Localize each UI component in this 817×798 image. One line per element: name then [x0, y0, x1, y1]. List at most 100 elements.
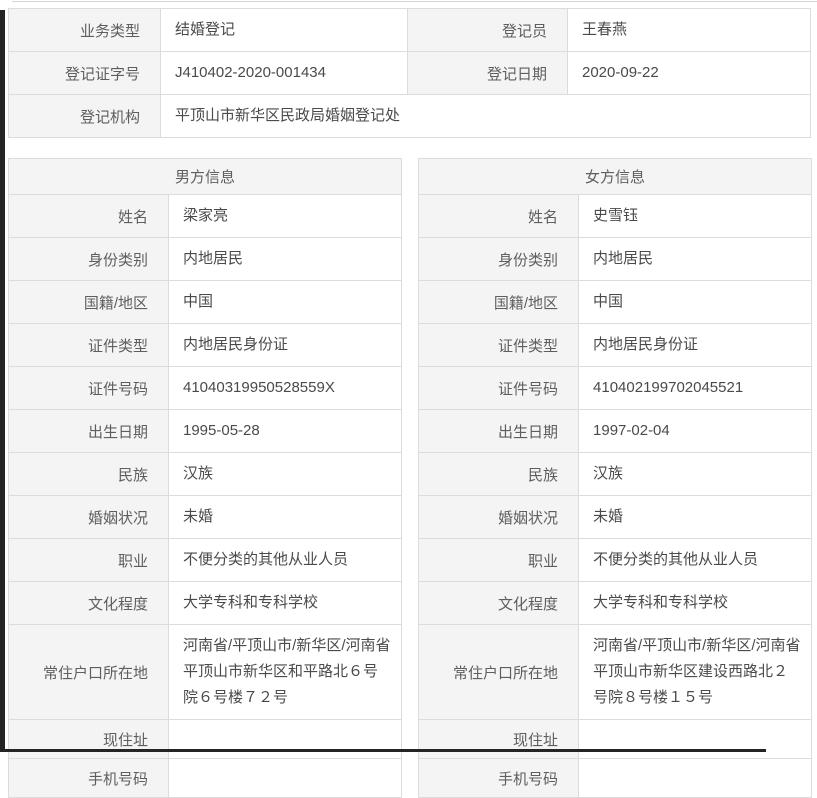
- field-value: 1995-05-28: [167, 409, 403, 453]
- male-row-id-type: 证件类型 内地居民身份证: [8, 323, 403, 367]
- registration-date-value: 2020-09-22: [567, 51, 811, 95]
- field-value: 汉族: [578, 452, 813, 496]
- summary-row-certificate: 登记证字号 J410402-2020-001434 登记日期 2020-09-2…: [8, 51, 811, 95]
- registration-summary-table: 业务类型 结婚登记 登记员 王春燕 登记证字号 J410402-2020-001…: [8, 8, 811, 138]
- field-value: 未婚: [578, 495, 813, 539]
- field-label: 常住户口所在地: [8, 624, 169, 720]
- field-label: 民族: [418, 452, 580, 496]
- male-row-birth-date: 出生日期 1995-05-28: [8, 409, 403, 453]
- female-row-id-number: 证件号码 410402199702045521: [418, 366, 813, 410]
- field-label: 出生日期: [418, 409, 580, 453]
- female-row-marital-status: 婚姻状况 未婚: [418, 495, 813, 539]
- field-label: 证件号码: [418, 366, 580, 410]
- field-label: 证件类型: [418, 323, 580, 367]
- business-type-value: 结婚登记: [160, 8, 408, 52]
- female-row-mobile-number: 手机号码: [418, 758, 813, 798]
- field-value: 河南省/平顶山市/新华区/河南省平顶山市新华区和平路北６号院６号楼７２号: [167, 624, 403, 720]
- field-value: 内地居民身份证: [578, 323, 813, 367]
- female-row-identity-type: 身份类别 内地居民: [418, 237, 813, 281]
- female-row-occupation: 职业 不便分类的其他从业人员: [418, 538, 813, 582]
- field-label: 姓名: [8, 194, 169, 238]
- field-value: 内地居民身份证: [167, 323, 403, 367]
- field-label: 身份类别: [8, 237, 169, 281]
- field-label: 证件类型: [8, 323, 169, 367]
- window-edge-top: [12, 1, 817, 2]
- male-row-nationality: 国籍/地区 中国: [8, 280, 403, 324]
- female-info-title: 女方信息: [418, 158, 813, 195]
- field-value: 未婚: [167, 495, 403, 539]
- field-value: 中国: [578, 280, 813, 324]
- male-row-ethnicity: 民族 汉族: [8, 452, 403, 496]
- female-info-table: 女方信息 姓名 史雪钰 身份类别 内地居民 国籍/地区 中国 证件类型 内地居民…: [418, 158, 813, 798]
- registrar-label: 登记员: [407, 8, 568, 52]
- field-value: 不便分类的其他从业人员: [578, 538, 813, 582]
- male-row-current-address: 现住址: [8, 719, 403, 759]
- field-value: 不便分类的其他从业人员: [167, 538, 403, 582]
- registration-agency-value: 平顶山市新华区民政局婚姻登记处: [160, 94, 811, 138]
- business-type-label: 业务类型: [8, 8, 161, 52]
- field-value: [578, 758, 813, 798]
- female-row-id-type: 证件类型 内地居民身份证: [418, 323, 813, 367]
- registrar-value: 王春燕: [567, 8, 811, 52]
- field-label: 现住址: [8, 719, 169, 759]
- field-value: 410402199702045521: [578, 366, 813, 410]
- field-label: 国籍/地区: [418, 280, 580, 324]
- registration-date-label: 登记日期: [407, 51, 568, 95]
- person-info-panels: 男方信息 姓名 梁家亮 身份类别 内地居民 国籍/地区 中国 证件类型 内地居民…: [7, 158, 813, 798]
- certificate-number-value: J410402-2020-001434: [160, 51, 408, 95]
- field-value: [167, 758, 403, 798]
- female-row-name: 姓名 史雪钰: [418, 194, 813, 238]
- field-value: 内地居民: [167, 237, 403, 281]
- field-value: 汉族: [167, 452, 403, 496]
- field-label: 身份类别: [418, 237, 580, 281]
- field-value: 梁家亮: [167, 194, 403, 238]
- female-row-ethnicity: 民族 汉族: [418, 452, 813, 496]
- field-label: 姓名: [418, 194, 580, 238]
- field-value: 内地居民: [578, 237, 813, 281]
- field-value: 大学专科和专科学校: [578, 581, 813, 625]
- field-value: 1997-02-04: [578, 409, 813, 453]
- window-edge-bottom: [0, 749, 766, 752]
- female-row-nationality: 国籍/地区 中国: [418, 280, 813, 324]
- field-value: 大学专科和专科学校: [167, 581, 403, 625]
- male-info-table: 男方信息 姓名 梁家亮 身份类别 内地居民 国籍/地区 中国 证件类型 内地居民…: [7, 158, 403, 798]
- male-row-household-address: 常住户口所在地 河南省/平顶山市/新华区/河南省平顶山市新华区和平路北６号院６号…: [8, 624, 403, 720]
- field-label: 手机号码: [418, 758, 580, 798]
- male-row-id-number: 证件号码 41040319950528559X: [8, 366, 403, 410]
- male-row-education: 文化程度 大学专科和专科学校: [8, 581, 403, 625]
- male-row-marital-status: 婚姻状况 未婚: [8, 495, 403, 539]
- female-row-education: 文化程度 大学专科和专科学校: [418, 581, 813, 625]
- male-row-name: 姓名 梁家亮: [8, 194, 403, 238]
- field-label: 现住址: [418, 719, 580, 759]
- female-row-household-address: 常住户口所在地 河南省/平顶山市/新华区/河南省平顶山市新华区建设西路北２号院８…: [418, 624, 813, 720]
- field-label: 出生日期: [8, 409, 169, 453]
- field-label: 国籍/地区: [8, 280, 169, 324]
- field-label: 职业: [8, 538, 169, 582]
- field-label: 证件号码: [8, 366, 169, 410]
- field-value: [578, 719, 813, 759]
- male-row-occupation: 职业 不便分类的其他从业人员: [8, 538, 403, 582]
- field-label: 婚姻状况: [418, 495, 580, 539]
- summary-row-business: 业务类型 结婚登记 登记员 王春燕: [8, 8, 811, 52]
- field-label: 文化程度: [418, 581, 580, 625]
- field-label: 民族: [8, 452, 169, 496]
- field-label: 文化程度: [8, 581, 169, 625]
- field-label: 职业: [418, 538, 580, 582]
- field-value: 河南省/平顶山市/新华区/河南省平顶山市新华区建设西路北２号院８号楼１５号: [578, 624, 813, 720]
- field-value: 史雪钰: [578, 194, 813, 238]
- field-label: 手机号码: [8, 758, 169, 798]
- female-row-current-address: 现住址: [418, 719, 813, 759]
- certificate-number-label: 登记证字号: [8, 51, 161, 95]
- window-edge-left: [0, 10, 5, 750]
- field-value: 41040319950528559X: [167, 366, 403, 410]
- field-value: 中国: [167, 280, 403, 324]
- field-value: [167, 719, 403, 759]
- male-info-title: 男方信息: [7, 158, 403, 195]
- summary-row-agency: 登记机构 平顶山市新华区民政局婚姻登记处: [8, 94, 811, 138]
- male-table-header-row: 男方信息: [7, 158, 403, 195]
- field-label: 常住户口所在地: [418, 624, 580, 720]
- female-row-birth-date: 出生日期 1997-02-04: [418, 409, 813, 453]
- male-row-identity-type: 身份类别 内地居民: [8, 237, 403, 281]
- field-label: 婚姻状况: [8, 495, 169, 539]
